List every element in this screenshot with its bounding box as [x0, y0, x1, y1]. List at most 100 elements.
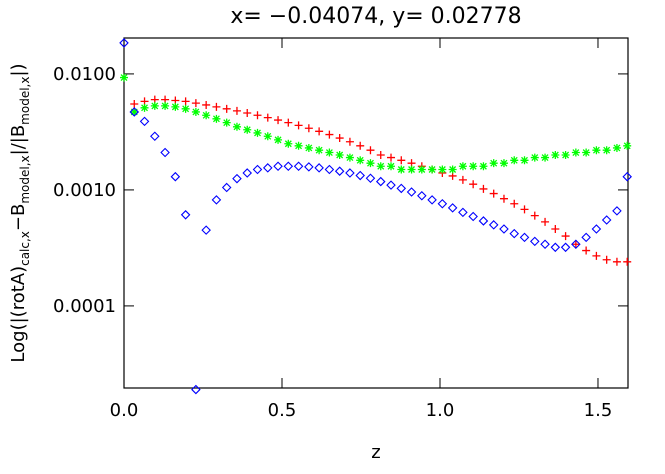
asterisk-marker	[387, 162, 396, 171]
asterisk-marker	[191, 107, 200, 116]
plus-marker	[284, 118, 293, 127]
plus-marker	[304, 124, 313, 133]
plus-marker	[479, 184, 488, 193]
asterisk-marker	[120, 73, 128, 82]
plus-marker	[263, 113, 272, 122]
plus-marker	[612, 257, 621, 266]
diamond-marker	[447, 203, 458, 213]
asterisk-marker	[284, 139, 293, 148]
y-axis-label: Log(|(rotA)calc,x−Bmodel,x|/|Bmodel,x|)	[8, 63, 32, 362]
plus-marker	[274, 116, 283, 125]
chart-title: x= −0.04074, y= 0.02778	[230, 4, 521, 29]
asterisk-marker	[612, 143, 621, 152]
diamond-marker	[324, 164, 335, 175]
plus-marker	[520, 205, 529, 214]
diamond-marker	[221, 182, 232, 193]
diamond-marker	[160, 147, 170, 158]
plus-marker	[345, 137, 354, 146]
plus-marker	[315, 127, 324, 136]
diamond-marker	[478, 216, 489, 226]
x-tick-label: 1.5	[584, 400, 613, 421]
diamond-marker	[345, 168, 355, 178]
diamond-marker	[242, 168, 253, 178]
diamond-marker	[591, 224, 602, 234]
plus-marker	[551, 225, 560, 234]
plus-marker	[387, 153, 396, 162]
diamond-marker	[601, 215, 612, 225]
plus-marker	[602, 255, 611, 264]
asterisk-marker	[520, 156, 529, 165]
y-label-part: Log(|(rotA)	[8, 266, 29, 363]
plus-marker	[253, 111, 262, 120]
asterisk-marker	[582, 148, 591, 157]
plus-marker	[232, 106, 241, 115]
diamond-marker	[304, 162, 314, 172]
diamond-marker	[386, 180, 396, 190]
asterisk-marker	[499, 159, 508, 168]
diamond-marker	[170, 171, 181, 182]
diamond-marker	[612, 206, 622, 216]
plus-marker	[335, 134, 344, 143]
plus-marker	[510, 199, 519, 208]
asterisk-marker	[181, 104, 190, 113]
diamond-marker	[519, 232, 530, 243]
asterisk-marker	[315, 146, 324, 155]
diamond-marker	[427, 195, 437, 205]
diamond-marker	[252, 164, 263, 175]
diamond-marker	[283, 161, 294, 172]
asterisk-marker	[130, 107, 139, 116]
plus-marker	[243, 109, 252, 118]
plus-marker	[489, 189, 498, 198]
plus-marker	[222, 104, 231, 113]
diamond-marker	[129, 107, 140, 117]
plus-marker	[325, 130, 334, 139]
plus-marker	[592, 251, 601, 260]
diamond-marker	[530, 236, 540, 247]
plus-marker	[376, 150, 385, 159]
plus-marker	[582, 246, 591, 255]
diamond-marker	[334, 166, 345, 176]
diamond-marker	[232, 173, 242, 184]
diamond-marker	[262, 163, 273, 173]
asterisk-marker	[263, 132, 272, 141]
asterisk-marker	[356, 156, 365, 165]
diamond-marker	[560, 242, 571, 253]
y-tick-label: 0.0010	[53, 180, 116, 201]
diamond-marker	[293, 161, 304, 172]
diamond-marker	[550, 242, 561, 253]
diamond-marker	[581, 232, 591, 243]
plus-marker	[366, 146, 375, 155]
diamond-marker	[150, 131, 160, 142]
asterisk-marker	[335, 150, 344, 159]
plus-marker	[571, 240, 580, 249]
asterisk-marker	[469, 162, 478, 171]
asterisk-marker	[530, 153, 539, 162]
diamond-marker	[540, 239, 550, 250]
asterisk-marker	[592, 146, 601, 155]
diamond-marker	[119, 38, 129, 48]
y-label-subscript: calc,x	[18, 231, 32, 266]
asterisk-marker	[561, 150, 570, 159]
diamond-marker	[509, 228, 520, 239]
plus-marker	[469, 180, 478, 189]
plot-frame	[123, 37, 629, 389]
plus-marker	[623, 257, 632, 266]
asterisk-marker	[232, 122, 241, 131]
asterisk-marker	[489, 159, 498, 168]
asterisk-marker	[212, 114, 221, 123]
asterisk-marker	[541, 153, 550, 162]
asterisk-marker	[602, 146, 611, 155]
asterisk-marker	[479, 162, 488, 171]
diamond-marker	[622, 171, 632, 182]
diamond-marker	[211, 195, 222, 205]
diamond-marker	[375, 176, 386, 187]
asterisk-marker	[448, 165, 457, 174]
asterisk-marker	[161, 101, 170, 110]
diamond-marker	[180, 210, 191, 220]
asterisk-marker	[551, 150, 560, 159]
x-tick-label: 0.0	[110, 400, 139, 421]
diamond-marker	[201, 225, 211, 235]
asterisk-marker	[325, 148, 334, 157]
diamond-marker	[191, 384, 201, 395]
